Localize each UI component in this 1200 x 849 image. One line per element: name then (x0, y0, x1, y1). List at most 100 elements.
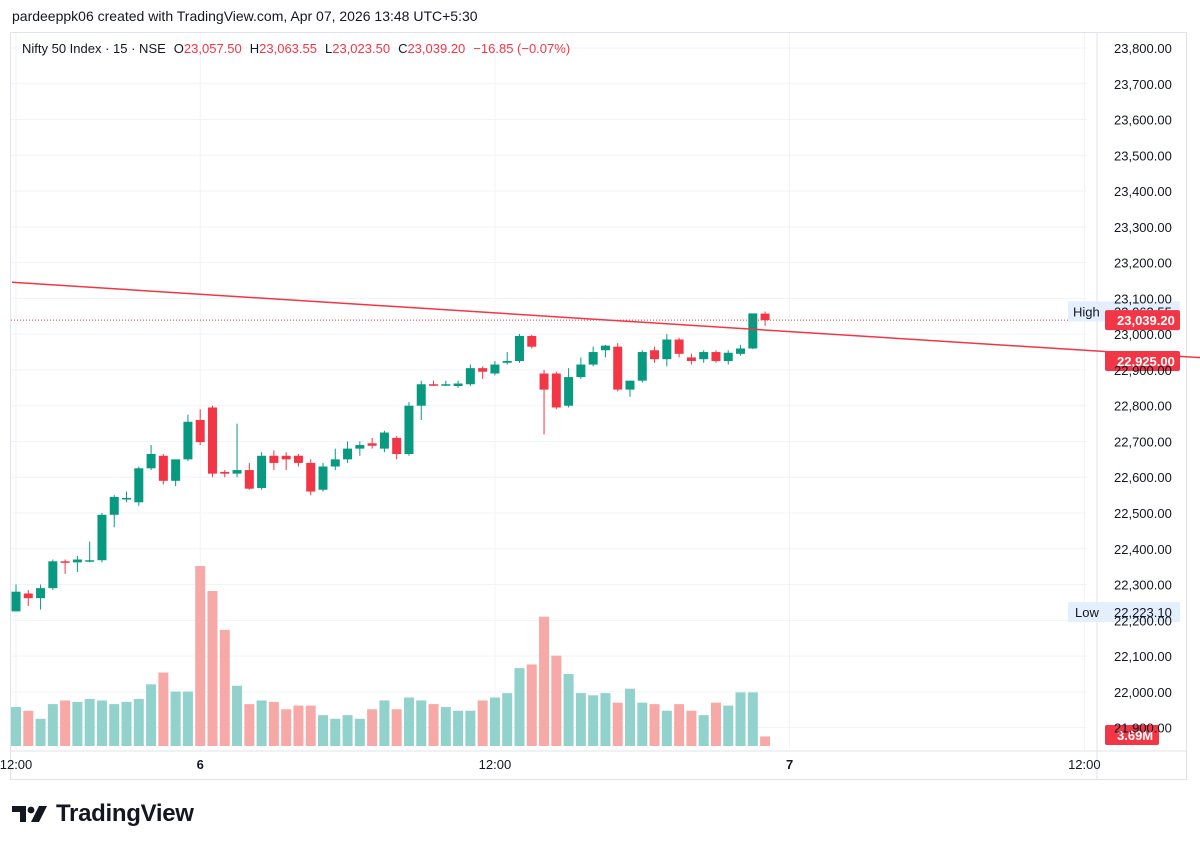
candle-body (662, 339, 672, 360)
low-label: Low (1075, 605, 1099, 620)
candle-body (392, 437, 402, 454)
volume-bar (11, 707, 21, 746)
candle-body (257, 455, 267, 488)
price-tick-label: 23,800.00 (1114, 41, 1172, 56)
price-tick-label: 23,400.00 (1114, 184, 1172, 199)
volume-bar (244, 704, 255, 746)
candle-body (600, 345, 610, 351)
price-tick-label: 23,500.00 (1114, 148, 1172, 163)
volume-bar (354, 718, 365, 746)
candle-body (318, 466, 328, 490)
volume-bar (723, 705, 734, 746)
candle-body (723, 352, 733, 361)
volume-bar (158, 672, 169, 746)
volume-bar (170, 691, 181, 746)
candle-body (625, 380, 635, 390)
low-value: 22,223.10 (1114, 605, 1172, 620)
volume-bar (207, 590, 218, 746)
candle-body (343, 448, 353, 460)
volume-bar (575, 693, 586, 746)
candle-body (478, 368, 488, 372)
trendline-price-badge (1105, 350, 1180, 371)
price-tick-label: 22,500.00 (1114, 506, 1172, 521)
price-tick-label: 22,900.00 (1114, 363, 1172, 378)
candle-body (85, 560, 95, 562)
volume-bar (588, 695, 599, 746)
volume-bar (760, 736, 771, 746)
volume-bar (60, 700, 71, 746)
volume-bar (403, 697, 414, 746)
volume-bar (551, 655, 562, 746)
volume-bar (600, 693, 611, 746)
candle-body (699, 352, 709, 360)
price-tick-label: 22,600.00 (1114, 470, 1172, 485)
candle-body (11, 591, 21, 612)
candle-body (171, 459, 181, 481)
legend-l-value: 23,023.50 (332, 41, 390, 56)
volume-bar (219, 629, 230, 746)
volume-bar (47, 704, 58, 746)
price-tick-label: 23,100.00 (1114, 291, 1172, 306)
candle-body (207, 407, 217, 474)
price-tick-label: 22,400.00 (1114, 542, 1172, 557)
volume-badge (1105, 725, 1159, 745)
price-tick-label: 23,600.00 (1114, 113, 1172, 128)
chart-credit: pardeeppk06 created with TradingView.com… (12, 8, 478, 24)
last-price-badge (1105, 310, 1180, 331)
candle-body (48, 561, 58, 589)
candles (11, 311, 770, 612)
candle-body (109, 496, 119, 515)
volume-bar (35, 718, 46, 746)
candle-body (122, 497, 132, 500)
candle-body (36, 588, 46, 599)
legend-l-label: L (325, 41, 332, 56)
candle-body (195, 420, 205, 443)
candle-body (527, 335, 537, 347)
legend-h-label: H (250, 41, 259, 56)
candle-body (232, 470, 242, 474)
chart-frame (10, 32, 1187, 780)
volume-bars (11, 566, 771, 746)
tradingview-logo[interactable]: TradingView (12, 800, 194, 828)
candle-body (564, 377, 574, 406)
candle-body (244, 470, 254, 489)
low-label-bg (1068, 602, 1180, 623)
candle-body (465, 368, 475, 385)
volume-bar (96, 700, 107, 746)
candle-body (306, 462, 316, 492)
volume-bar (477, 700, 488, 746)
candle-body (183, 421, 193, 460)
candle-body (551, 373, 561, 408)
legend-change: −16.85 (−0.07%) (473, 41, 570, 56)
volume-bar (563, 674, 574, 746)
price-tick-label: 22,300.00 (1114, 578, 1172, 593)
candle-body (281, 455, 291, 460)
price-tick-label: 22,700.00 (1114, 434, 1172, 449)
volume-bar (686, 710, 697, 746)
legend-symbol: Nifty 50 Index · 15 · NSE (22, 41, 166, 56)
volume-bar (109, 704, 120, 746)
volume-bar (318, 715, 328, 746)
price-tick-label: 21,900.00 (1114, 721, 1172, 736)
candle-body (330, 459, 340, 467)
candle-body (23, 593, 33, 599)
candle-body (576, 364, 586, 378)
volume-bar (23, 710, 34, 746)
volume-bar (489, 697, 500, 746)
volume-bar (747, 692, 758, 746)
candle-body (269, 455, 279, 463)
candle-body (379, 432, 389, 449)
candle-body (72, 559, 82, 563)
volume-bar (84, 698, 95, 746)
candle-body (441, 384, 451, 386)
volume-bar (182, 691, 193, 746)
time-tick-label: 12:00 (1068, 757, 1101, 772)
tradingview-logo-icon (12, 806, 47, 822)
price-axis: 23,800.00 23,700.00 23,600.00 23,500.00 23,4… (1114, 41, 1172, 736)
candle-body (760, 313, 770, 321)
time-tick-label: 7 (786, 757, 793, 772)
volume-bar (539, 616, 550, 746)
price-tick-label: 23,200.00 (1114, 256, 1172, 271)
volume-bar (72, 701, 83, 746)
